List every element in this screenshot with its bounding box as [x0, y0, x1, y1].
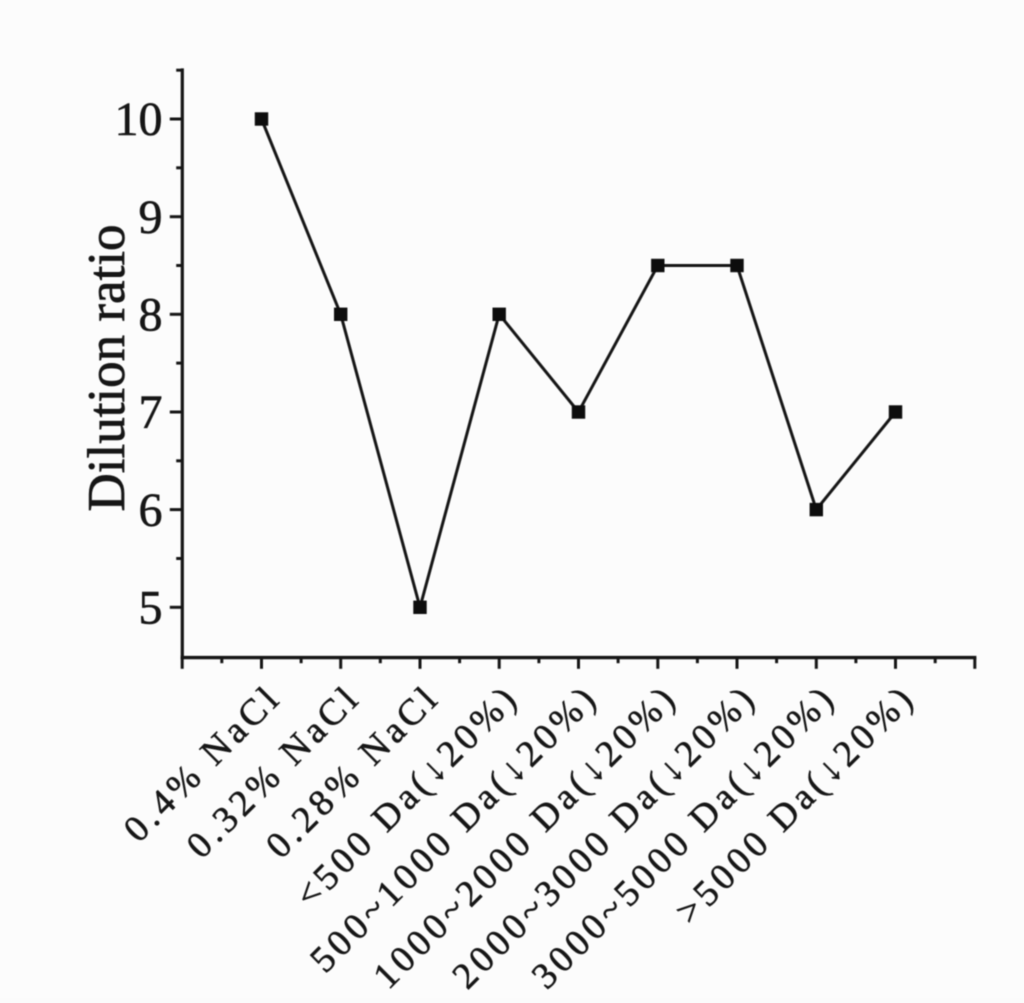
svg-text:Dilution ratio: Dilution ratio [78, 224, 136, 511]
svg-text:7: 7 [139, 386, 163, 439]
svg-text:6: 6 [139, 484, 163, 537]
svg-text:8: 8 [139, 289, 163, 342]
svg-text:5: 5 [139, 582, 163, 635]
svg-text:10: 10 [115, 93, 163, 146]
svg-text:9: 9 [139, 191, 163, 244]
